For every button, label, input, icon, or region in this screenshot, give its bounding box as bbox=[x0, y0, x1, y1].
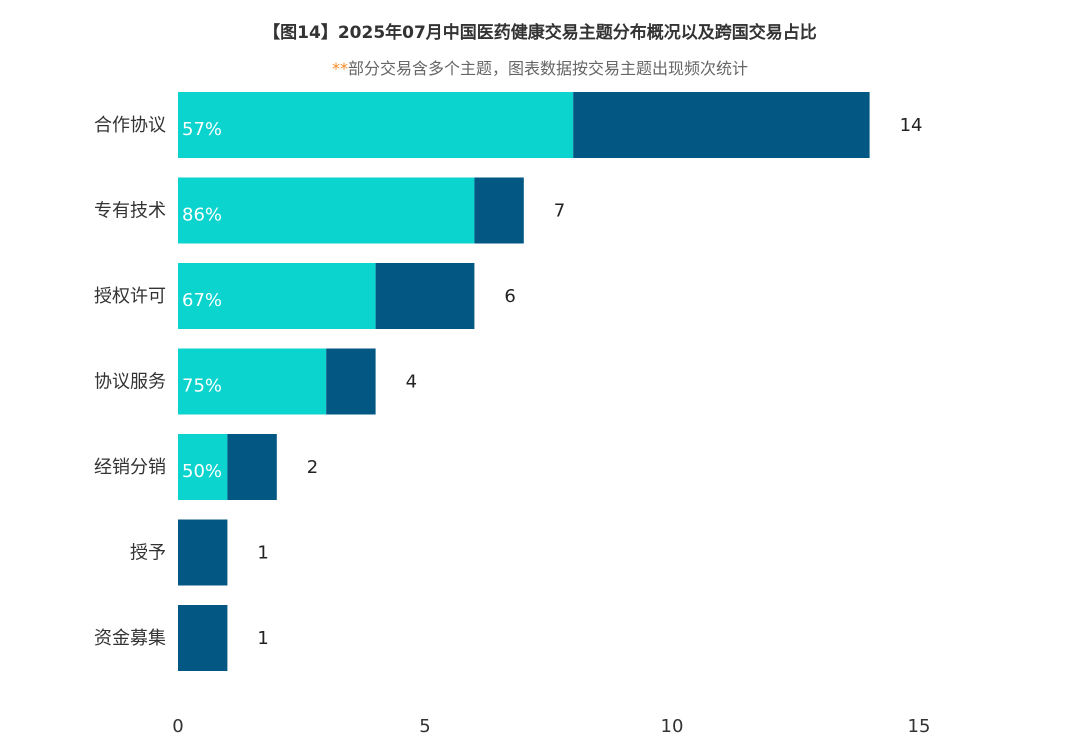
bar-segment bbox=[474, 177, 524, 244]
category-label: 合作协议 bbox=[94, 115, 166, 136]
share-label: 67% bbox=[182, 290, 222, 311]
total-label: 1 bbox=[257, 543, 268, 564]
bar-segment bbox=[178, 263, 376, 329]
category-label: 授予 bbox=[130, 543, 166, 564]
x-tick-label: 10 bbox=[661, 716, 684, 737]
bar-segment bbox=[178, 434, 228, 500]
bar-segment bbox=[326, 348, 376, 415]
x-tick-label: 0 bbox=[172, 716, 183, 737]
category-label: 授权许可 bbox=[94, 286, 166, 307]
x-tick-label: 15 bbox=[908, 716, 931, 737]
subtitle-text: 部分交易含多个主题，图表数据按交易主题出现频次统计 bbox=[347, 59, 748, 78]
total-label: 7 bbox=[554, 201, 565, 222]
total-label: 14 bbox=[900, 115, 923, 136]
share-label: 75% bbox=[182, 376, 222, 397]
category-label: 经销分销 bbox=[94, 457, 166, 478]
share-label: 86% bbox=[182, 205, 222, 226]
bar-segment bbox=[573, 92, 870, 158]
total-label: 2 bbox=[307, 457, 318, 478]
bar-segment bbox=[178, 92, 574, 158]
subtitle-mark: ** bbox=[331, 59, 348, 78]
chart-subtitle: **部分交易含多个主题，图表数据按交易主题出现频次统计 bbox=[0, 55, 1080, 79]
share-label: 50% bbox=[182, 461, 222, 482]
total-label: 1 bbox=[257, 628, 268, 649]
bar-segment bbox=[178, 348, 327, 415]
share-label: 57% bbox=[182, 119, 222, 140]
bar-segment bbox=[227, 434, 277, 500]
category-label: 专有技术 bbox=[94, 201, 166, 222]
bar-segment bbox=[375, 263, 475, 329]
total-label: 6 bbox=[504, 286, 515, 307]
bar-segment bbox=[178, 519, 228, 586]
category-label: 资金募集 bbox=[94, 628, 166, 649]
category-label: 协议服务 bbox=[94, 372, 166, 393]
bar-segment bbox=[178, 177, 475, 244]
x-tick-label: 5 bbox=[419, 716, 430, 737]
total-label: 4 bbox=[406, 372, 417, 393]
bar-segment bbox=[178, 605, 228, 671]
chart-title: 【图14】2025年07月中国医药健康交易主题分布概况以及跨国交易占比 bbox=[263, 23, 817, 43]
